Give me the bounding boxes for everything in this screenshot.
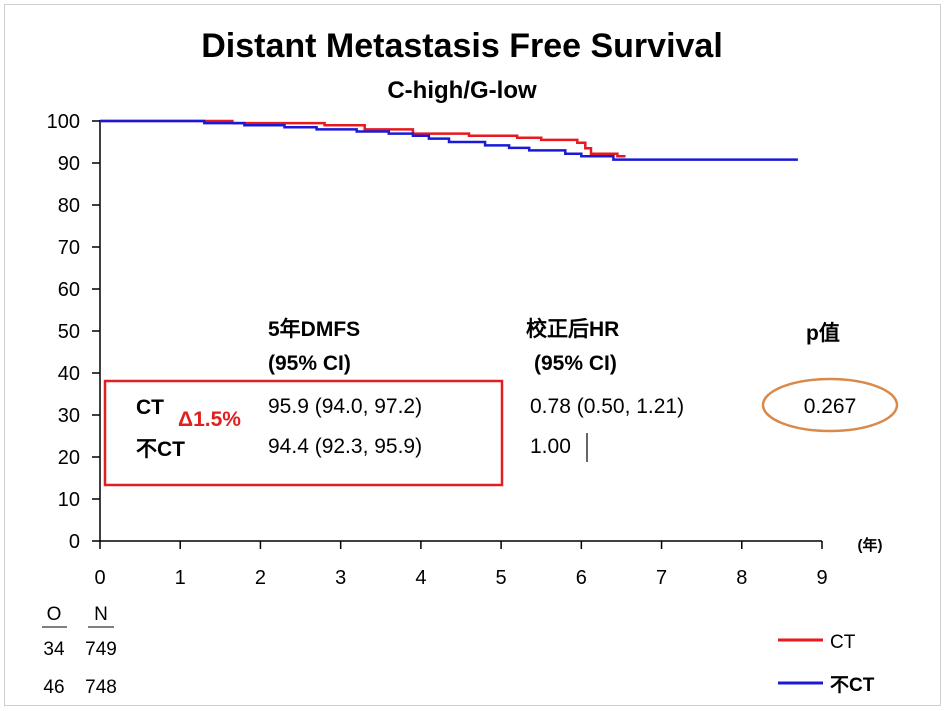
x-tick-label: 5	[496, 567, 507, 589]
row-ct-hr: 0.78 (0.50, 1.21)	[530, 395, 684, 418]
row-no-ct-hr: 1.00	[530, 435, 571, 458]
x-axis-ticks: 0 1 2 3 4 5 6 7 8 9	[94, 541, 828, 589]
x-tick-label: 1	[175, 567, 186, 589]
chart-title: Distant Metastasis Free Survival	[201, 27, 723, 65]
x-tick-label: 2	[255, 567, 266, 589]
y-tick-label: 80	[58, 195, 80, 217]
x-tick-label: 7	[656, 567, 667, 589]
y-tick-label: 30	[58, 405, 80, 427]
chart-subtitle: C-high/G-low	[387, 77, 537, 104]
curve-no-ct	[100, 119, 798, 161]
y-tick-label: 10	[58, 489, 80, 511]
y-tick-label: 90	[58, 153, 80, 175]
x-tick-label: 4	[415, 567, 426, 589]
x-tick-label: 0	[94, 567, 105, 589]
x-tick-label: 6	[576, 567, 587, 589]
image-frame	[4, 4, 941, 706]
curve-ct	[100, 119, 626, 158]
y-tick-label: 100	[47, 111, 80, 133]
risk-header-o: O	[47, 604, 62, 625]
header-dmfs-line2: (95% CI)	[268, 352, 351, 375]
risk-header-n: N	[94, 604, 108, 625]
x-tick-label: 3	[335, 567, 346, 589]
risk-row-no-ct-n: 748	[85, 677, 117, 698]
row-label-ct: CT	[136, 396, 164, 419]
row-ct-p: 0.267	[804, 395, 857, 418]
y-tick-label: 0	[69, 531, 80, 553]
y-tick-label: 50	[58, 321, 80, 343]
y-tick-label: 70	[58, 237, 80, 259]
header-p-value: p值	[806, 321, 840, 345]
y-tick-label: 40	[58, 363, 80, 385]
x-tick-label: 9	[816, 567, 827, 589]
survival-curves	[100, 119, 798, 161]
header-hr-line1: 校正后HR	[526, 317, 619, 341]
row-no-ct-dmfs: 94.4 (92.3, 95.9)	[268, 435, 422, 458]
risk-row-ct-o: 34	[43, 639, 65, 660]
delta-label: Δ1.5%	[178, 408, 241, 431]
risk-row-no-ct-o: 46	[43, 677, 64, 698]
y-tick-label: 60	[58, 279, 80, 301]
row-label-no-ct: 不CT	[136, 438, 185, 461]
legend-label-ct: CT	[830, 632, 856, 653]
highlight-box	[103, 379, 504, 487]
row-ct-dmfs: 95.9 (94.0, 97.2)	[268, 395, 422, 418]
y-axis-ticks: 0 10 20 30 40 50 60 70 80 90 100	[47, 111, 100, 553]
header-dmfs-line1: 5年DMFS	[268, 317, 360, 341]
x-tick-label: 8	[736, 567, 747, 589]
header-hr-line2: (95% CI)	[534, 352, 617, 375]
p-value-ellipse	[761, 377, 899, 433]
y-tick-label: 20	[58, 447, 80, 469]
risk-row-ct-n: 749	[85, 639, 117, 660]
x-axis-unit: (年)	[858, 536, 883, 554]
legend-label-no-ct: 不CT	[830, 675, 875, 696]
